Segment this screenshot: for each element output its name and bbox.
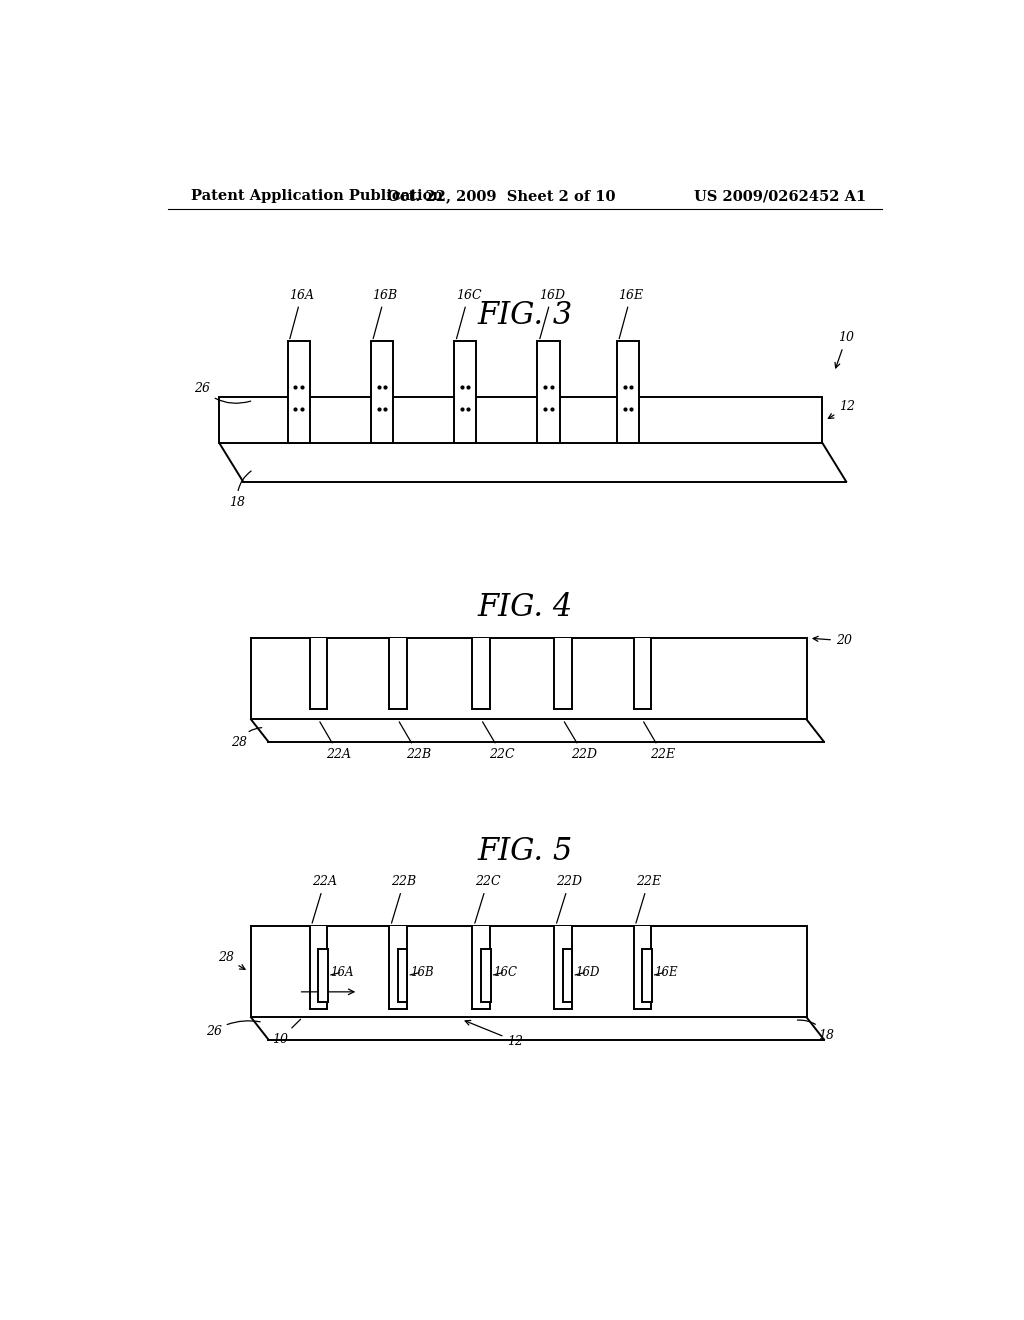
Bar — [563, 949, 572, 1002]
Text: 16E: 16E — [618, 289, 643, 339]
Text: FIG. 3: FIG. 3 — [477, 301, 572, 331]
Bar — [371, 342, 393, 444]
Text: 16D: 16D — [539, 289, 565, 339]
Text: 22C: 22C — [475, 875, 501, 923]
Text: 16C: 16C — [456, 289, 481, 339]
Text: 22E: 22E — [636, 875, 662, 923]
Bar — [309, 925, 328, 1008]
Text: 16B: 16B — [410, 966, 433, 978]
Text: US 2009/0262452 A1: US 2009/0262452 A1 — [694, 189, 866, 203]
Bar — [554, 638, 571, 709]
Bar — [472, 638, 489, 709]
Bar — [455, 342, 476, 444]
Bar — [397, 949, 408, 1002]
Text: 18: 18 — [229, 471, 251, 510]
Text: Oct. 22, 2009  Sheet 2 of 10: Oct. 22, 2009 Sheet 2 of 10 — [387, 189, 615, 203]
Bar — [616, 342, 639, 444]
Text: 26: 26 — [206, 1020, 260, 1038]
Bar — [538, 342, 560, 444]
Text: 18: 18 — [798, 1020, 835, 1041]
Bar — [251, 638, 807, 719]
Text: 16B: 16B — [373, 289, 397, 339]
Text: 22C: 22C — [482, 722, 515, 762]
Text: 26: 26 — [194, 383, 251, 404]
Text: 28: 28 — [231, 727, 262, 748]
Text: 22A: 22A — [319, 722, 351, 762]
Text: Patent Application Publication: Patent Application Publication — [191, 189, 443, 203]
Bar — [288, 342, 309, 444]
Text: 22B: 22B — [391, 875, 417, 923]
Bar — [251, 925, 807, 1018]
Text: 12: 12 — [828, 400, 855, 418]
Bar — [634, 925, 651, 1008]
Text: FIG. 5: FIG. 5 — [477, 836, 572, 867]
Text: 22E: 22E — [644, 722, 675, 762]
Text: 16D: 16D — [574, 966, 599, 978]
Text: 28: 28 — [218, 952, 245, 969]
Bar — [554, 925, 571, 1008]
Bar — [318, 949, 328, 1002]
Text: 10: 10 — [272, 1019, 301, 1045]
Text: FIG. 4: FIG. 4 — [477, 593, 572, 623]
Bar — [481, 949, 490, 1002]
Bar — [634, 638, 651, 709]
Text: 12: 12 — [465, 1020, 523, 1048]
Bar — [642, 949, 651, 1002]
Text: 22A: 22A — [312, 875, 337, 923]
Bar — [389, 638, 407, 709]
Bar — [309, 638, 328, 709]
Bar — [472, 925, 489, 1008]
Text: 16E: 16E — [654, 966, 678, 978]
Text: 10: 10 — [835, 331, 854, 368]
Text: 16A: 16A — [331, 966, 354, 978]
Text: 22D: 22D — [557, 875, 583, 923]
Text: 16A: 16A — [289, 289, 314, 339]
Text: 20: 20 — [813, 634, 852, 647]
Bar — [219, 397, 822, 444]
Text: 16C: 16C — [494, 966, 517, 978]
Bar — [389, 925, 407, 1008]
Text: 22B: 22B — [399, 722, 431, 762]
Text: 22D: 22D — [564, 722, 597, 762]
